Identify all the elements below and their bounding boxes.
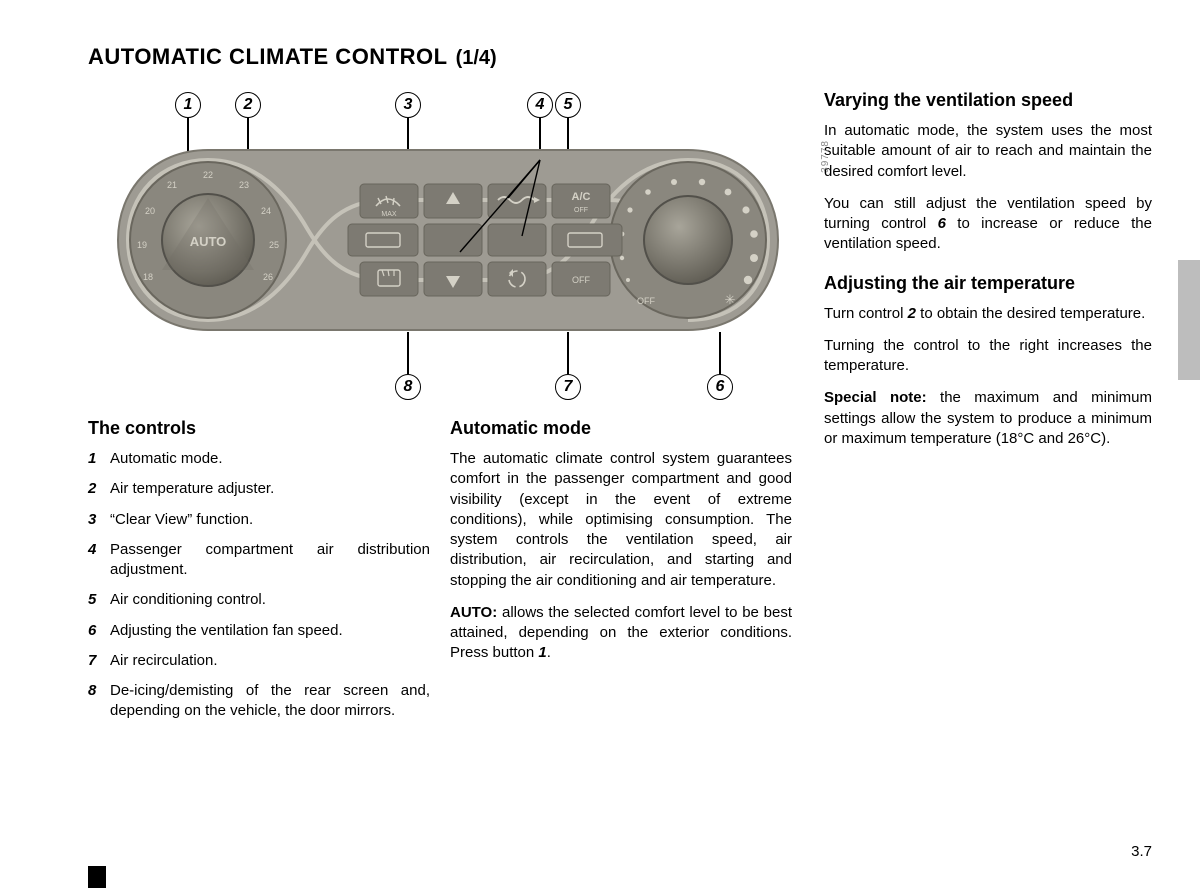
callout-number: 8 (395, 374, 421, 400)
item-number: 3 (88, 510, 110, 530)
callout-number: 6 (707, 374, 733, 400)
temp-p1b: to obtain the desired temperature. (916, 305, 1145, 322)
footer-mark (88, 866, 106, 888)
auto-ref: 1 (538, 644, 546, 661)
callout-number: 5 (555, 92, 581, 118)
svg-text:A/C: A/C (572, 191, 591, 203)
list-item: 5Air conditioning control. (88, 590, 430, 610)
item-text: De-icing/demisting of the rear screen an… (110, 681, 430, 722)
auto-mode-heading: Automatic mode (450, 418, 792, 439)
svg-text:22: 22 (203, 170, 213, 180)
vent-ref: 6 (938, 215, 946, 232)
list-item: 4Passenger compartment air distribution … (88, 540, 430, 581)
svg-text:25: 25 (269, 240, 279, 250)
page-title: AUTOMATIC CLIMATE CONTROL (88, 44, 448, 70)
ventilation-heading: Varying the ventilation speed (824, 90, 1152, 111)
svg-text:26: 26 (263, 272, 273, 282)
item-text: Air recirculation. (110, 651, 218, 671)
svg-text:✳: ✳ (725, 292, 736, 307)
item-text: Adjusting the ventilation fan speed. (110, 621, 343, 641)
image-reference-code: 39778 (820, 140, 831, 173)
svg-text:23: 23 (239, 180, 249, 190)
auto-mode-p2: AUTO: allows the selected comfort level … (450, 603, 792, 664)
list-item: 3“Clear View” function. (88, 510, 430, 530)
svg-text:OFF: OFF (572, 275, 590, 285)
svg-text:MAX: MAX (381, 211, 397, 218)
callout-number: 3 (395, 92, 421, 118)
controls-list: 1Automatic mode. 2Air temperature adjust… (88, 449, 430, 722)
item-number: 8 (88, 681, 110, 722)
callout-8: 8 (395, 332, 421, 400)
svg-text:AUTO: AUTO (190, 234, 227, 249)
page-number: 3.7 (1131, 843, 1152, 860)
callout-number: 1 (175, 92, 201, 118)
callout-7: 7 (555, 332, 581, 400)
svg-text:18: 18 (143, 272, 153, 282)
controls-column: The controls 1Automatic mode. 2Air tempe… (88, 418, 450, 732)
list-item: 1Automatic mode. (88, 449, 430, 469)
list-item: 7Air recirculation. (88, 651, 430, 671)
list-item: 8De-icing/demisting of the rear screen a… (88, 681, 430, 722)
item-number: 7 (88, 651, 110, 671)
svg-text:OFF: OFF (574, 207, 588, 214)
item-number: 1 (88, 449, 110, 469)
auto-mode-p1: The automatic climate control system gua… (450, 449, 792, 591)
temp-ref: 2 (908, 305, 916, 322)
auto-mode-column: Automatic mode The automatic climate con… (450, 418, 812, 732)
climate-control-panel-svg: AUTO 18 19 20 21 22 23 24 25 26 (108, 140, 788, 340)
svg-text:21: 21 (167, 180, 177, 190)
item-text: Air conditioning control. (110, 590, 266, 610)
callout-number: 7 (555, 374, 581, 400)
svg-text:19: 19 (137, 240, 147, 250)
page-content: AUTOMATIC CLIMATE CONTROL (1/4) 39778 1 … (0, 0, 1200, 762)
item-text: “Clear View” function. (110, 510, 253, 530)
ventilation-p1: In automatic mode, the system uses the m… (824, 121, 1152, 182)
section-tab (1178, 260, 1200, 380)
callout-6: 6 (707, 332, 733, 400)
item-text: Automatic mode. (110, 449, 223, 469)
right-column: Varying the ventilation speed In automat… (812, 90, 1152, 732)
item-number: 5 (88, 590, 110, 610)
temperature-p3: Special note: the maximum and minimum se… (824, 388, 1152, 449)
auto-lead: AUTO: (450, 604, 497, 621)
auto-rest: allows the selected comfort level to be … (450, 604, 792, 662)
temp-p1a: Turn control (824, 305, 908, 322)
list-item: 6Adjusting the ventilation fan speed. (88, 621, 430, 641)
callout-number: 2 (235, 92, 261, 118)
item-number: 6 (88, 621, 110, 641)
item-text: Air temperature adjuster. (110, 479, 274, 499)
controls-heading: The controls (88, 418, 430, 439)
svg-text:OFF: OFF (637, 296, 655, 306)
ventilation-p2: You can still adjust the ventilation spe… (824, 194, 1152, 255)
temperature-p1: Turn control 2 to obtain the desired tem… (824, 304, 1152, 324)
svg-text:20: 20 (145, 206, 155, 216)
temperature-heading: Adjusting the air temperature (824, 273, 1152, 294)
page-title-part: (1/4) (456, 47, 497, 70)
item-text: Passenger compartment air distribution a… (110, 540, 430, 581)
auto-end: . (547, 644, 551, 661)
svg-text:24: 24 (261, 206, 271, 216)
temperature-p2: Turning the control to the right increas… (824, 336, 1152, 377)
temp-lead: Special note: (824, 389, 927, 406)
item-number: 2 (88, 479, 110, 499)
list-item: 2Air temperature adjuster. (88, 479, 430, 499)
diagram: 39778 1 2 3 4 5 (88, 90, 792, 400)
item-number: 4 (88, 540, 110, 581)
page-title-row: AUTOMATIC CLIMATE CONTROL (1/4) (88, 44, 1152, 70)
callout-number: 4 (527, 92, 553, 118)
